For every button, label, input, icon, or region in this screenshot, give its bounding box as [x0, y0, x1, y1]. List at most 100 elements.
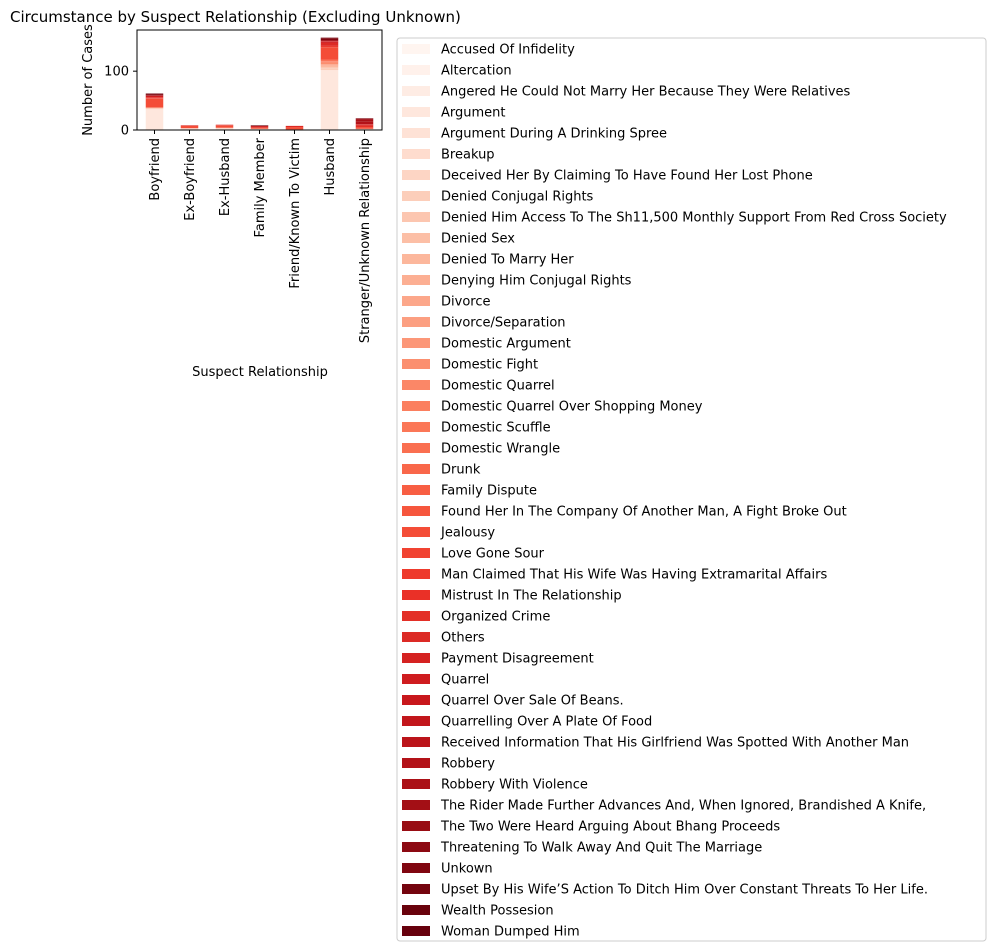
legend-label: Domestic Fight — [441, 358, 538, 373]
legend-swatch — [402, 149, 430, 159]
bar-segment — [215, 124, 234, 126]
legend-label: Wealth Possesion — [441, 904, 554, 919]
legend-swatch — [402, 716, 430, 726]
bar-segment — [180, 125, 199, 126]
legend-swatch — [402, 905, 430, 915]
legend-label: Payment Disagreement — [441, 652, 594, 667]
bar-segment — [145, 108, 164, 109]
legend-items: Accused Of Infidelity Altercation Angered … — [402, 43, 947, 940]
legend-label: Love Gone Sour — [441, 547, 545, 562]
bar-segment — [250, 126, 269, 128]
legend-swatch — [402, 401, 430, 411]
bar-segment — [320, 68, 339, 70]
bar-segment — [145, 97, 164, 99]
legend-swatch — [402, 485, 430, 495]
bar-segment — [320, 46, 339, 48]
x-tick-label: Husband — [323, 138, 338, 196]
x-tick-label: Family Member — [253, 137, 268, 237]
bar-segment — [145, 97, 164, 98]
legend-label: Quarrel — [441, 673, 489, 688]
bar-segment — [355, 119, 374, 120]
legend-label: Received Information That His Girlfriend… — [441, 736, 909, 751]
bar-segment — [320, 70, 339, 130]
bar-segment — [355, 128, 374, 130]
legend-swatch — [402, 800, 430, 810]
bar-segment — [320, 37, 339, 39]
legend-swatch — [402, 170, 430, 180]
legend-label: Robbery With Violence — [441, 778, 588, 793]
legend-label: Denying Him Conjugal Rights — [441, 274, 632, 289]
bar-segment — [320, 61, 339, 63]
bar-segment — [320, 70, 339, 71]
legend-label: Quarrel Over Sale Of Beans. — [441, 694, 624, 709]
bar-segment — [355, 121, 374, 125]
legend-swatch — [402, 443, 430, 453]
legend-swatch — [402, 842, 430, 852]
legend-swatch — [402, 107, 430, 117]
legend-swatch — [402, 254, 430, 264]
legend-swatch — [402, 380, 430, 390]
bar-segment — [145, 94, 164, 96]
legend-swatch — [402, 296, 430, 306]
legend-label: Mistrust In The Relationship — [441, 589, 622, 604]
legend-label: Jealousy — [440, 526, 495, 541]
x-tick-label: Boyfriend — [148, 138, 163, 201]
legend-label: Unkown — [441, 862, 493, 877]
x-axis-label: Suspect Relationship — [192, 365, 328, 380]
bar-segment — [250, 127, 269, 129]
legend-swatch — [402, 863, 430, 873]
legend-label: Woman Dumped Him — [441, 925, 580, 940]
legend-swatch — [402, 317, 430, 327]
bar-segment — [250, 125, 269, 126]
bar-segment — [145, 107, 164, 109]
bar-segment — [320, 60, 339, 61]
bar-segment — [145, 95, 164, 96]
bar-segment — [320, 47, 339, 60]
y-axis-label: Number of Cases — [81, 24, 96, 136]
legend-swatch — [402, 569, 430, 579]
bar-segment — [320, 45, 339, 47]
bar-segment — [285, 125, 304, 128]
bar-segment — [355, 118, 374, 119]
bar-segment — [355, 127, 374, 129]
bar-segment — [250, 125, 269, 127]
bar-segment — [355, 124, 374, 125]
bar-segment — [215, 127, 234, 129]
y-tick-label: 100 — [104, 65, 129, 80]
bar-segment — [320, 47, 339, 48]
legend-label: Family Dispute — [441, 484, 537, 499]
legend-label: Drunk — [441, 463, 481, 478]
bar-segment — [355, 125, 374, 128]
bar-segment — [180, 128, 199, 130]
bar-segment — [145, 109, 164, 130]
legend: Accused Of Infidelity Altercation Angered … — [396, 37, 987, 942]
bar-segment — [285, 127, 304, 130]
legend-label: Divorce/Separation — [441, 316, 566, 331]
bar-segment — [320, 67, 339, 69]
legend-label: Deceived Her By Claiming To Have Found H… — [441, 169, 813, 184]
bar-segment — [180, 125, 199, 129]
legend-label: Altercation — [441, 64, 512, 79]
x-tick-label: Friend/Known To Victim — [288, 138, 303, 289]
legend-label: Found Her In The Company Of Another Man,… — [441, 505, 847, 520]
legend-swatch — [402, 338, 430, 348]
legend-label: Others — [441, 631, 485, 646]
legend-label: Denied To Marry Her — [441, 253, 574, 268]
y-axis: 0 100 — [104, 65, 137, 139]
legend-label: Organized Crime — [441, 610, 550, 625]
bar-segment — [320, 41, 339, 42]
bar-segment — [215, 125, 234, 126]
bar-segment — [145, 98, 164, 99]
legend-swatch — [402, 506, 430, 516]
legend-label: Domestic Scuffle — [441, 421, 551, 436]
legend-label: The Rider Made Further Advances And, Whe… — [440, 799, 926, 814]
bars-layer — [145, 37, 374, 130]
bar-segment — [320, 38, 339, 40]
bar-segment — [145, 95, 164, 98]
bar-segment — [320, 65, 339, 67]
bar-segment — [145, 107, 164, 108]
bar-segment — [320, 64, 339, 66]
legend-label: Breakup — [441, 148, 495, 163]
legend-swatch — [402, 737, 430, 747]
bar-segment — [320, 63, 339, 65]
